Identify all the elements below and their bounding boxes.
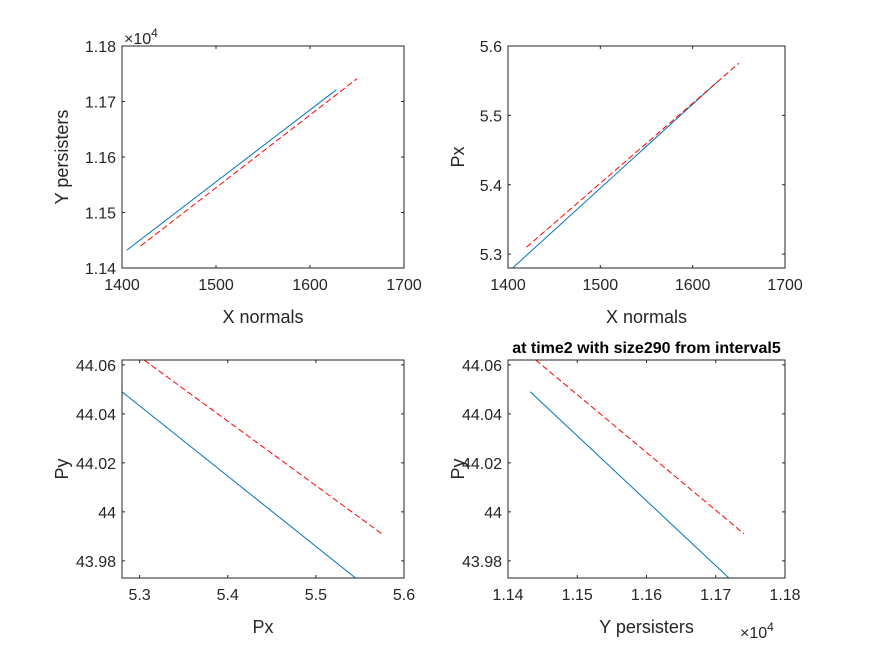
y-tick-label: 44.06 [76,358,116,375]
x-tick-label: 1700 [386,277,422,294]
subplot-4: 1.14 1.15 1.16 1.17 1.18 43.98 44 44.02 44.04 44.… [448,340,801,642]
y-tick-label: 5.3 [480,247,502,264]
axes-box [121,359,405,579]
y-axis-label: Py [52,458,72,479]
y-tick-label: 44.04 [76,407,116,424]
x-tick-label: 1400 [490,277,526,294]
x-tick-label: 1.14 [492,587,523,604]
x-axis-label: Px [252,617,273,637]
y-tick-label: 5.6 [480,39,502,56]
y-tick-label: 44.04 [462,407,502,424]
series-line-1 [512,80,719,268]
x-exponent-label: ×104 [740,620,774,642]
series-line-2 [526,62,740,248]
axes-box [121,45,405,269]
y-tick-label: 1.16 [85,150,116,167]
y-tick-label: 44.02 [462,456,502,473]
x-tick-label: 1.16 [631,587,662,604]
x-tick-label: 1.17 [700,587,731,604]
y-tick-label: 1.17 [85,95,116,112]
y-exponent-label: ×104 [124,26,158,48]
x-tick-label: 1400 [104,277,140,294]
series-line-2 [535,360,745,535]
y-tick-label: 44 [484,505,502,522]
y-tick-label: 1.18 [85,39,116,56]
y-tick-label: 44.02 [76,456,116,473]
y-axis-label: Py [448,458,468,479]
series-line-2 [143,360,383,535]
x-tick-label: 1500 [583,277,619,294]
y-tick-label: 43.98 [462,554,502,571]
subplot-1: 1400 1500 1600 1700 1.14 1.15 1.16 1.17 1.18 ×104… [52,26,422,327]
x-axis-label: X normals [222,307,303,327]
subplot-3: 5.3 5.4 5.5 5.6 43.98 44 44.02 44.04 44.06 Px Py [52,358,415,637]
x-tick-label: 1.18 [769,587,800,604]
y-axis-label: Px [448,146,468,167]
x-tick-label: 5.6 [393,587,415,604]
series-line-1 [529,391,730,578]
y-tick-label: 1.14 [85,261,116,278]
x-tick-label: 5.4 [217,587,239,604]
x-tick-label: 1600 [292,277,328,294]
y-tick-label: 5.4 [480,178,502,195]
y-axis-label: Y persisters [52,110,72,205]
series-line-1 [122,391,356,578]
y-tick-label: 5.5 [480,108,502,125]
x-tick-label: 1.15 [562,587,593,604]
y-tick-label: 44.06 [462,358,502,375]
axes-box [507,359,786,579]
x-axis-label: X normals [606,307,687,327]
y-tick-label: 43.98 [76,554,116,571]
x-tick-label: 1700 [767,277,803,294]
x-axis-label: Y persisters [599,617,694,637]
axes-box [507,45,786,269]
y-tick-label: 1.15 [85,206,116,223]
subplot-2: 1400 1500 1600 1700 5.3 5.4 5.5 5.6 X normals Px [448,39,803,327]
subplot-title: at time2 with size290 from interval5 [512,340,781,357]
series-line-2 [140,78,358,247]
x-tick-label: 5.3 [129,587,151,604]
y-tick-label: 44 [98,505,116,522]
series-line-1 [126,89,337,251]
x-tick-label: 1500 [198,277,234,294]
x-tick-label: 5.5 [305,587,327,604]
x-tick-label: 1600 [675,277,711,294]
